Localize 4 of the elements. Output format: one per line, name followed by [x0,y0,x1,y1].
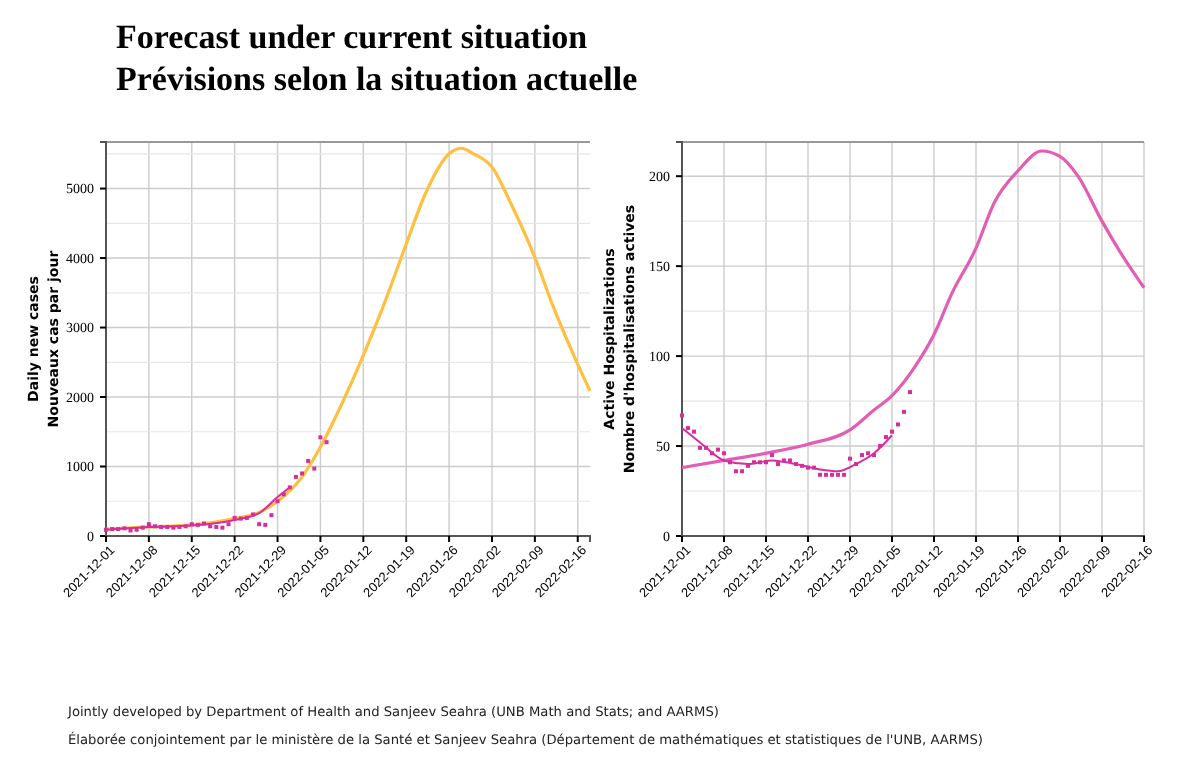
chart-title: Forecast under current situation Prévisions selon la situation actuelle [116,18,639,98]
line-series [680,149,1146,470]
line-series [105,486,291,531]
line-series [104,146,592,531]
